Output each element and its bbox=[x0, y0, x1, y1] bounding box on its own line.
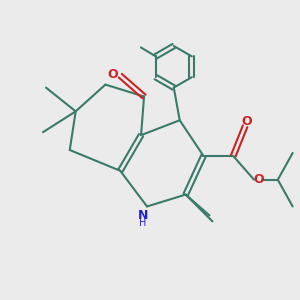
Text: N: N bbox=[137, 209, 148, 222]
Text: O: O bbox=[241, 115, 252, 128]
Text: O: O bbox=[253, 173, 264, 186]
Text: H: H bbox=[139, 218, 146, 228]
Text: O: O bbox=[107, 68, 118, 81]
